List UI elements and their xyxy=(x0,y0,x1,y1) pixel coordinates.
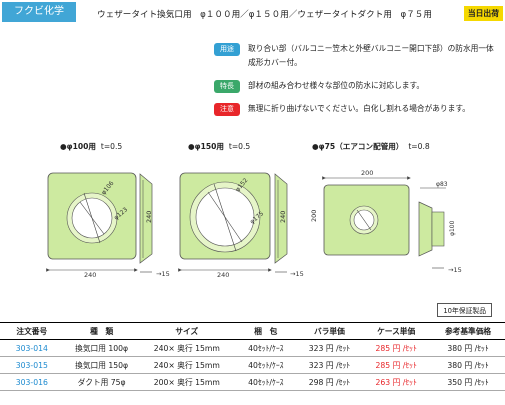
dim-100-width: 240 xyxy=(84,271,96,279)
cell-unit-price: 323 円 /ｾｯﾄ xyxy=(297,339,362,357)
col-reference-price: 参考基準価格 xyxy=(431,322,505,340)
cell-unit-price: 298 円 /ｾｯﾄ xyxy=(297,373,362,391)
table-row: 303-014 換気口用 100φ 240× 奥行 15mm 40ｾｯﾄ/ｹｰｽ… xyxy=(0,339,505,357)
cell-type: 換気口用 100φ xyxy=(63,339,140,357)
dim-75-inner: φ83 xyxy=(436,181,448,188)
col-case-price: ケース単価 xyxy=(361,322,432,340)
cell-type: 換気口用 150φ xyxy=(63,356,140,374)
dim-75-width: 200 xyxy=(361,169,373,177)
cell-size: 200× 奥行 15mm xyxy=(139,373,234,391)
table-header-row: 注文番号 種 類 サイズ 梱 包 バラ単価 ケース単価 参考基準価格 xyxy=(0,322,505,340)
dim-150-side: →15 xyxy=(290,270,304,278)
usage-tag: 用途 xyxy=(214,43,240,56)
cell-case-price: 263 円 /ｾｯﾄ xyxy=(361,373,432,391)
section-title-150: ●φ150用 t=0.5 xyxy=(188,142,251,151)
same-day-badge: 当日出荷 xyxy=(463,6,503,21)
dim-75-height: 200 xyxy=(310,210,318,222)
cell-type: ダクト用 75φ xyxy=(63,373,140,391)
cell-packing: 40ｾｯﾄ/ｹｰｽ xyxy=(234,339,298,357)
dim-150-width: 240 xyxy=(217,271,229,279)
cell-case-price: 285 円 /ｾｯﾄ xyxy=(361,356,432,374)
cell-size: 240× 奥行 15mm xyxy=(139,356,234,374)
caution-tag: 注意 xyxy=(214,103,240,116)
cell-packing: 40ｾｯﾄ/ｹｰｽ xyxy=(234,373,298,391)
section-title-100: ●φ100用 t=0.5 xyxy=(60,142,123,151)
table-row: 303-016 ダクト用 75φ 200× 奥行 15mm 40ｾｯﾄ/ｹｰｽ … xyxy=(0,373,505,391)
spec-table: 注文番号 種 類 サイズ 梱 包 バラ単価 ケース単価 参考基準価格 303-0… xyxy=(0,322,505,391)
product-diagrams: φ106 φ123 240 240 →15 φ152 φ175 240 240 … xyxy=(46,169,462,279)
feature-tag: 特長 xyxy=(214,80,240,93)
cell-order-no: 303-015 xyxy=(0,356,64,374)
panel-100-diagram: φ106 φ123 240 240 →15 xyxy=(46,172,170,279)
warranty-label: 10年保証製品 xyxy=(437,303,492,317)
cell-reference-price: 380 円 /ｾｯﾄ xyxy=(431,339,505,357)
cell-case-price: 285 円 /ｾｯﾄ xyxy=(361,339,432,357)
panel-150-diagram: φ152 φ175 240 240 →15 xyxy=(178,172,304,279)
dim-100-height: 240 xyxy=(145,211,153,223)
cell-reference-price: 380 円 /ｾｯﾄ xyxy=(431,356,505,374)
cell-order-no: 303-014 xyxy=(0,339,64,357)
dim-100-side: →15 xyxy=(156,270,170,278)
col-packing: 梱 包 xyxy=(234,322,298,340)
table-row: 303-015 換気口用 150φ 240× 奥行 15mm 40ｾｯﾄ/ｹｰｽ… xyxy=(0,356,505,374)
caution-text: 無理に折り曲げないでください。白化し割れる場合があります。 xyxy=(248,104,470,113)
col-type: 種 類 xyxy=(63,322,140,340)
cell-size: 240× 奥行 15mm xyxy=(139,339,234,357)
section-title-75: ●φ75（エアコン配管用） t=0.8 xyxy=(312,142,430,151)
cell-packing: 40ｾｯﾄ/ｹｰｽ xyxy=(234,356,298,374)
dim-75-side: →15 xyxy=(448,266,462,274)
dim-75-outer: φ100 xyxy=(449,220,456,236)
feature-text: 部材の組み合わせ様々な部位の防水に対応します。 xyxy=(248,81,425,90)
cell-reference-price: 350 円 /ｾｯﾄ xyxy=(431,373,505,391)
cell-unit-price: 323 円 /ｾｯﾄ xyxy=(297,356,362,374)
usage-text: 取り合い部（バルコニー笠木と外壁バルコニー開口下部）の防水用一体成形カバー付。 xyxy=(248,44,494,67)
col-unit-price: バラ単価 xyxy=(297,322,362,340)
page-title: ウェザータイト換気口用 φ１００用／φ１５０用／ウェザータイトダクト用 φ７５用 xyxy=(97,10,432,20)
col-order-no: 注文番号 xyxy=(0,322,64,340)
panel-75-diagram: 200 200 φ83 φ100 →15 xyxy=(310,169,462,274)
dim-150-height: 240 xyxy=(279,211,287,223)
brand-label: フクビ化学 xyxy=(2,2,76,22)
cell-order-no: 303-016 xyxy=(0,373,64,391)
col-size: サイズ xyxy=(139,322,234,340)
